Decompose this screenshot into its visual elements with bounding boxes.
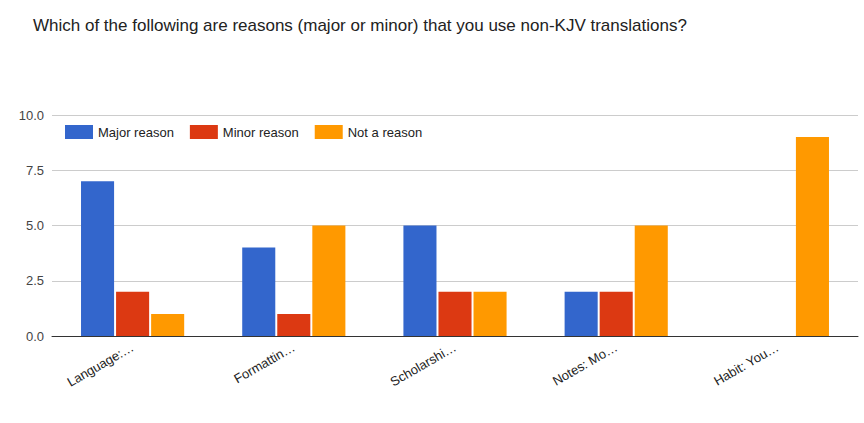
svg-text:10.0: 10.0 <box>19 108 44 123</box>
svg-text:7.5: 7.5 <box>26 163 44 178</box>
svg-text:2.5: 2.5 <box>26 273 44 288</box>
svg-text:0.0: 0.0 <box>26 329 44 344</box>
svg-text:Notes: Mo…: Notes: Mo… <box>550 340 620 389</box>
svg-text:Minor reason: Minor reason <box>223 125 299 140</box>
svg-text:Formattin…: Formattin… <box>231 340 297 387</box>
svg-text:Language:…: Language:… <box>64 340 136 390</box>
svg-text:Major reason: Major reason <box>98 125 174 140</box>
svg-text:Habit: You…: Habit: You… <box>711 340 781 389</box>
svg-text:Not a reason: Not a reason <box>348 125 422 140</box>
svg-text:Which of the following are rea: Which of the following are reasons (majo… <box>33 16 687 35</box>
svg-text:Scholarshi…: Scholarshi… <box>388 340 459 390</box>
svg-text:5.0: 5.0 <box>26 218 44 233</box>
